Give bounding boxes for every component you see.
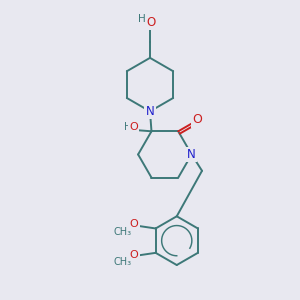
Text: O: O xyxy=(193,113,202,127)
Text: O: O xyxy=(130,250,139,260)
Text: N: N xyxy=(187,148,196,161)
Text: H: H xyxy=(124,122,131,132)
Text: N: N xyxy=(146,105,154,118)
Text: CH₃: CH₃ xyxy=(114,227,132,237)
Text: O: O xyxy=(147,16,156,29)
Text: CH₃: CH₃ xyxy=(114,257,132,267)
Text: O: O xyxy=(130,219,139,229)
Text: O: O xyxy=(129,122,138,132)
Text: H: H xyxy=(138,14,146,24)
